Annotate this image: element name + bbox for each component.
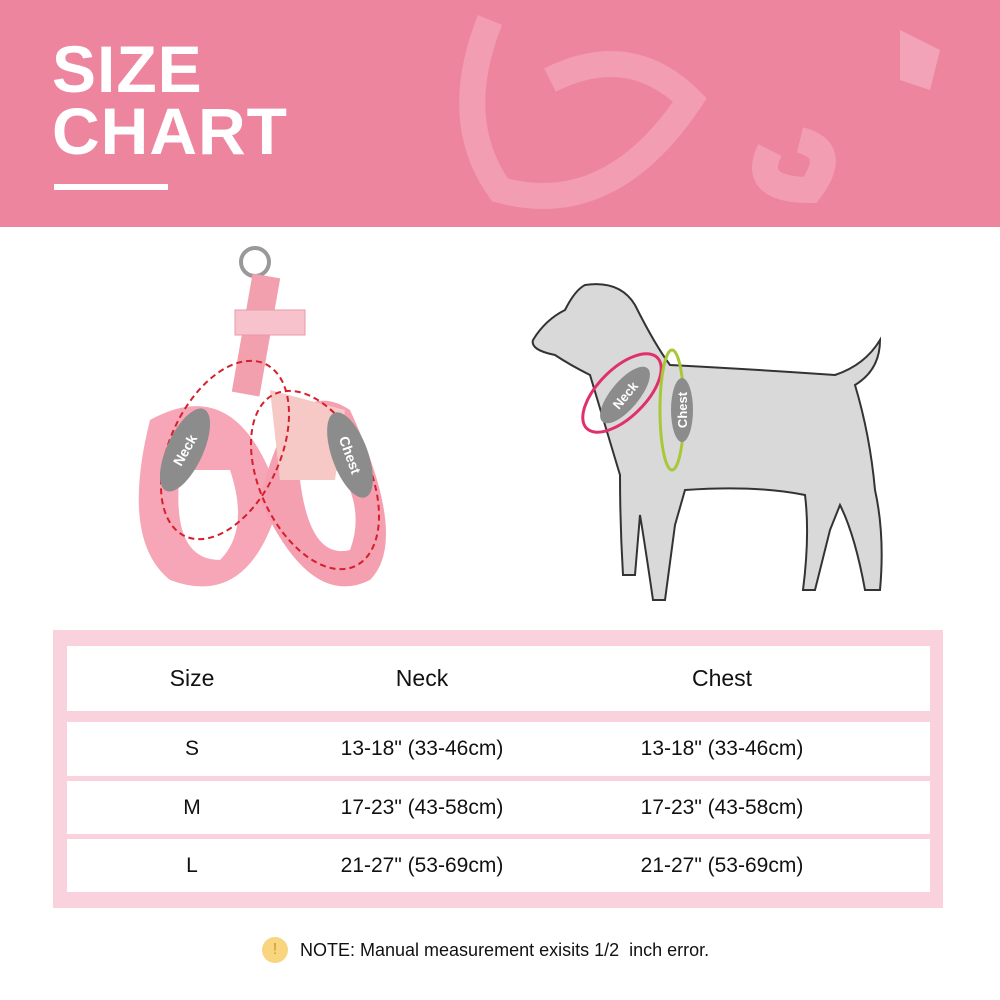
cell-chest: 13-18" (33-46cm) [640,737,804,760]
table-row: M 17-23" (43-58cm) 17-23" (43-58cm) [67,781,930,834]
header-chest: Chest [691,665,753,691]
measurement-note: ! NOTE: Manual measurement exisits 1/2 i… [262,937,709,963]
title-line-2: CHART [52,94,288,168]
cell-neck: 17-23" (43-58cm) [340,795,504,819]
table-header-row: Size Neck Chest [67,646,930,711]
harness-watermark-image [459,15,940,209]
cell-neck: 21-27" (53-69cm) [340,853,504,877]
header-size: Size [169,665,215,691]
title-underline [54,184,168,190]
header-neck: Neck [395,665,449,691]
harness-image: Neck Chest [138,246,386,587]
note-text: NOTE: Manual measurement exisits 1/2 inc… [300,939,710,960]
cell-neck: 13-18" (33-46cm) [340,737,504,760]
dog-diagram-image: Neck Chest [531,283,883,601]
cell-size: L [186,853,198,877]
header-banner: SIZE CHART [0,0,1000,227]
table-row: L 21-27" (53-69cm) 21-27" (53-69cm) [67,839,930,892]
table-row: S 13-18" (33-46cm) 13-18" (33-46cm) [67,722,930,776]
dog-chest-label: Chest [675,391,690,428]
title-line-1: SIZE [52,32,203,106]
cell-size: M [183,795,201,819]
cell-chest: 21-27" (53-69cm) [640,853,804,877]
warning-icon: ! [262,937,288,963]
cell-size: S [184,737,199,760]
size-table: Size Neck Chest S 13-18" (33-46cm) 13-18… [53,630,943,908]
page-title: SIZE CHART [52,32,288,168]
cell-chest: 17-23" (43-58cm) [640,795,804,819]
